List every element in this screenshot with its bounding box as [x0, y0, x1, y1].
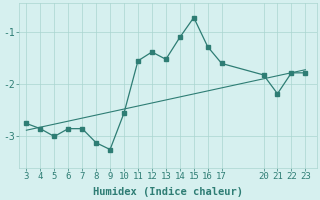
X-axis label: Humidex (Indice chaleur): Humidex (Indice chaleur): [93, 186, 243, 197]
